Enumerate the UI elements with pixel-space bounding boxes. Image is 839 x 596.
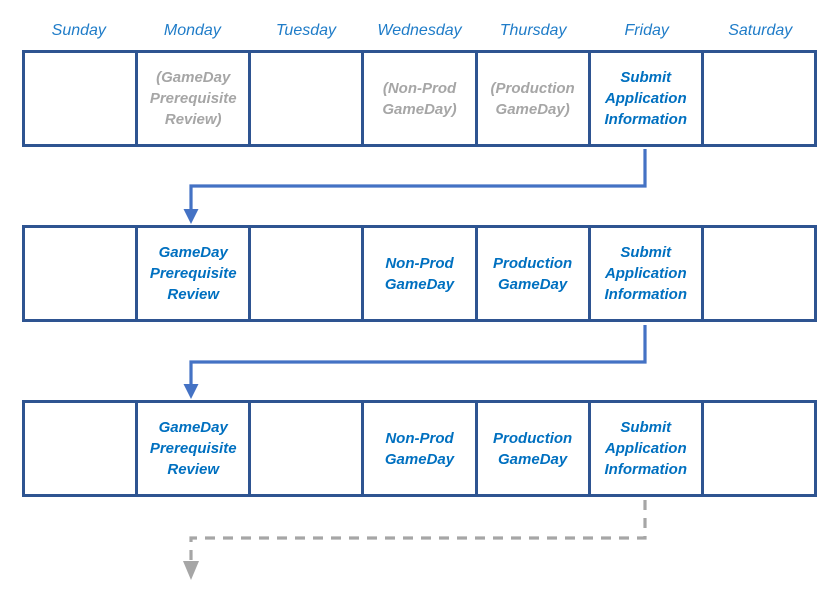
- cell-week3-saturday: [700, 403, 814, 494]
- cell-week2-monday: GameDay Prerequisite Review: [135, 228, 248, 319]
- flow-arrow-repeat-dashed: [189, 500, 647, 562]
- week-row-3: GameDay Prerequisite Review Non-Prod Gam…: [22, 400, 817, 497]
- cell-week2-saturday: [700, 228, 814, 319]
- flow-arrow-week1-to-week2: [189, 149, 647, 210]
- cell-week2-wednesday: Non-Prod GameDay: [361, 228, 474, 319]
- cell-week3-monday: GameDay Prerequisite Review: [135, 403, 248, 494]
- weekday-label-sunday: Sunday: [51, 22, 106, 39]
- weekday-label-saturday: Saturday: [728, 22, 793, 39]
- week-row-2: GameDay Prerequisite Review Non-Prod Gam…: [22, 225, 817, 322]
- cell-week2-tuesday: [248, 228, 361, 319]
- weekday-label-thursday: Thursday: [499, 22, 567, 39]
- week-row-1: (GameDay Prerequisite Review) (Non-Prod …: [22, 50, 817, 147]
- cell-week1-thursday: (Production GameDay): [474, 53, 588, 144]
- cell-week3-wednesday: Non-Prod GameDay: [361, 403, 474, 494]
- cell-week1-saturday: [700, 53, 814, 144]
- cell-week1-sunday: [25, 53, 135, 144]
- cell-week1-tuesday: [248, 53, 361, 144]
- weekday-label-wednesday: Wednesday: [377, 22, 462, 39]
- cell-week2-sunday: [25, 228, 135, 319]
- arrowhead-repeat-dashed-icon: [183, 561, 199, 580]
- weekday-label-tuesday: Tuesday: [275, 22, 337, 39]
- weekday-label-monday: Monday: [163, 22, 221, 39]
- cell-week1-wednesday: (Non-Prod GameDay): [361, 53, 474, 144]
- arrowhead-week2-to-week3-icon: [183, 384, 199, 399]
- cell-week3-friday: Submit Application Information: [587, 403, 701, 494]
- cell-week3-sunday: [25, 403, 135, 494]
- arrowhead-week1-to-week2-icon: [183, 209, 199, 224]
- cell-week3-thursday: Production GameDay: [474, 403, 588, 494]
- cell-week1-monday: (GameDay Prerequisite Review): [135, 53, 248, 144]
- cell-week2-friday: Submit Application Information: [587, 228, 701, 319]
- cell-week3-tuesday: [248, 403, 361, 494]
- weekday-label-friday: Friday: [624, 22, 669, 39]
- cell-week1-friday: Submit Application Information: [587, 53, 701, 144]
- weekday-header: Sunday Monday Tuesday Wednesday Thursday…: [22, 16, 817, 46]
- flow-arrow-week2-to-week3: [189, 325, 647, 385]
- cell-week2-thursday: Production GameDay: [474, 228, 588, 319]
